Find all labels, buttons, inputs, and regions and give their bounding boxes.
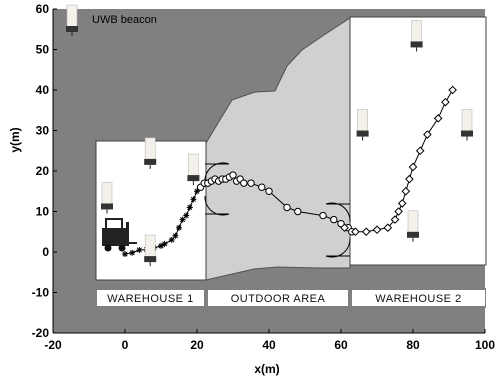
diamond-point	[383, 223, 393, 233]
diamond-point	[390, 215, 400, 224]
zone-label: WAREHOUSE 1	[107, 293, 193, 305]
door-markers	[204, 162, 351, 258]
x-tick-label: 20	[190, 338, 204, 352]
diamond-point	[433, 114, 443, 123]
circle-point	[319, 211, 327, 220]
x-tick-label: 100	[475, 338, 495, 352]
diamond-point	[441, 97, 450, 107]
legend-label: UWB beacon	[92, 14, 157, 26]
diamond-point	[401, 186, 411, 196]
star-point	[176, 224, 182, 231]
y-tick-label: 50	[36, 43, 50, 57]
beacon-marker	[144, 137, 157, 169]
zone-label-box	[352, 290, 485, 306]
diamond-point	[361, 227, 371, 237]
trajectory-line	[344, 89, 454, 233]
door-right-upper	[325, 202, 351, 223]
diamond-point	[415, 146, 425, 156]
beacon-marker	[101, 182, 113, 214]
diamond-point	[448, 85, 457, 95]
star-point	[168, 236, 175, 243]
zone-label: OUTDOOR AREA	[231, 293, 326, 305]
beacon-glyph	[66, 4, 78, 36]
diamond-point	[394, 207, 403, 216]
zone-label-box	[97, 290, 204, 306]
x-axis-label: x(m)	[254, 362, 279, 376]
diamond-point	[372, 225, 382, 235]
beacon-marker	[356, 109, 369, 141]
star-point	[122, 251, 128, 258]
circle-point	[247, 179, 255, 187]
y-tick-label: -10	[32, 286, 50, 300]
diamond-point	[408, 162, 418, 172]
star-point	[179, 216, 186, 223]
star-point	[186, 204, 193, 211]
door-left-upper	[204, 162, 230, 184]
star-point	[194, 188, 200, 195]
diamond-point	[351, 227, 360, 237]
y-tick-label: 40	[36, 83, 50, 97]
x-tick-label: 0	[122, 338, 129, 352]
y-tick-label: -20	[32, 326, 50, 340]
y-tick-label: 30	[36, 124, 50, 138]
x-tick-label: -20	[44, 338, 62, 352]
star-point	[158, 242, 164, 249]
star-point	[136, 246, 143, 253]
x-tick-label: 40	[262, 338, 276, 352]
star-point	[190, 196, 197, 203]
y-axis-label: y(m)	[8, 127, 22, 152]
beacon-marker	[410, 20, 423, 52]
diamond-point	[405, 174, 414, 184]
diamond-point	[423, 130, 432, 139]
circle-point	[330, 215, 338, 224]
circle-point	[294, 207, 302, 216]
circle-point	[258, 183, 266, 191]
star-point	[161, 240, 168, 247]
y-tick-label: 0	[42, 245, 49, 259]
y-tick-label: 10	[36, 205, 50, 219]
y-tick-label: 20	[36, 164, 50, 178]
x-tick-label: 60	[334, 338, 348, 352]
zone-label-box	[208, 290, 348, 306]
door-right-lower	[325, 237, 351, 258]
circle-point	[240, 179, 248, 187]
circle-point	[283, 203, 291, 212]
star-point	[172, 232, 179, 239]
beacon-marker	[461, 109, 473, 141]
x-tick-label: 80	[406, 338, 420, 352]
beacon-marker	[407, 210, 419, 242]
beacon-marker	[144, 234, 157, 267]
star-point	[129, 249, 136, 256]
star-point	[183, 212, 190, 219]
circle-point	[265, 187, 273, 195]
beacon-legend-icon	[66, 4, 78, 36]
door-left-lower	[204, 195, 230, 216]
circle-point	[337, 219, 345, 228]
beacon-marker	[187, 153, 200, 186]
circle-point	[229, 171, 237, 179]
legend: UWB beacon	[66, 4, 157, 36]
zone-label: WAREHOUSE 2	[375, 293, 461, 305]
forklift-icon	[102, 218, 137, 252]
diamond-point	[397, 199, 407, 208]
y-tick-label: 60	[36, 2, 50, 16]
diamond-point	[340, 223, 349, 233]
